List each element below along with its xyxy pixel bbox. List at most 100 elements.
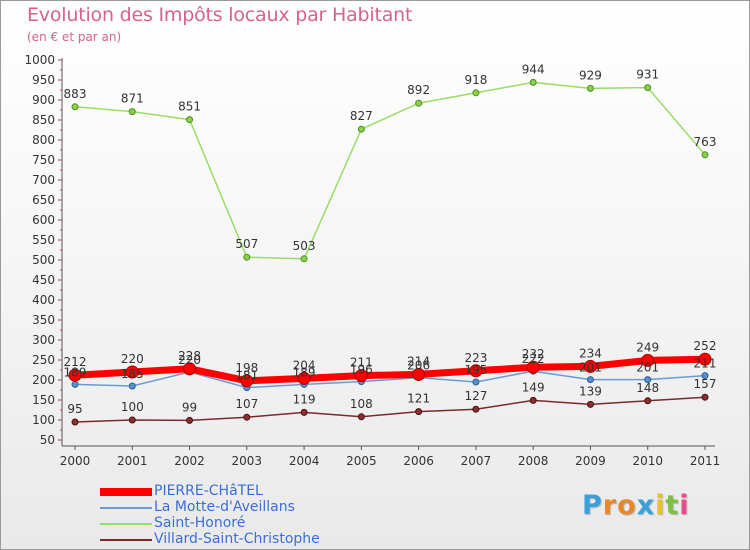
y-tick-label: 850 <box>32 113 55 127</box>
data-point <box>183 362 197 376</box>
x-tick-label: 2004 <box>289 454 320 468</box>
data-label: 108 <box>350 397 373 411</box>
data-point <box>186 416 194 424</box>
data-label: 201 <box>579 361 602 375</box>
data-label: 119 <box>293 392 316 406</box>
y-tick-label: 900 <box>32 93 55 107</box>
data-label: 918 <box>464 73 487 87</box>
data-label: 763 <box>694 135 717 149</box>
y-tick-label: 1000 <box>24 53 55 67</box>
y-tick-label: 500 <box>32 253 55 267</box>
series-line-0 <box>74 355 706 385</box>
data-point <box>701 372 709 380</box>
series-line-3 <box>74 396 706 423</box>
data-label: 212 <box>64 355 87 369</box>
data-point <box>125 365 139 379</box>
data-point <box>240 374 254 388</box>
data-label: 252 <box>694 339 717 353</box>
y-tick-label: 250 <box>32 353 55 367</box>
data-point <box>297 371 311 385</box>
data-point <box>357 413 365 421</box>
data-point <box>698 352 712 366</box>
data-label: 232 <box>522 347 545 361</box>
data-label: 220 <box>178 353 201 367</box>
data-point <box>243 413 251 421</box>
data-label: 196 <box>350 363 373 377</box>
data-label: 211 <box>694 357 717 371</box>
data-label: 234 <box>579 346 602 360</box>
series-line-1 <box>74 370 706 389</box>
y-tick-label: 100 <box>32 413 55 427</box>
logo-letter: x <box>636 490 656 521</box>
data-label: 185 <box>121 367 144 381</box>
logo-letter: r <box>602 490 618 521</box>
data-label: 223 <box>464 351 487 365</box>
x-tick-label: 2006 <box>403 454 434 468</box>
x-tick-label: 2008 <box>518 454 549 468</box>
data-point <box>644 397 652 405</box>
data-point <box>472 405 480 413</box>
legend-swatch <box>100 539 152 541</box>
data-label: 127 <box>464 389 487 403</box>
data-point <box>300 255 308 263</box>
chart-subtitle: (en € et par an) <box>27 30 122 44</box>
logo-letter: o <box>617 490 637 521</box>
data-point <box>71 418 79 426</box>
legend-swatch <box>100 523 152 525</box>
data-point <box>641 353 655 367</box>
data-point <box>529 78 537 86</box>
data-point <box>415 408 423 416</box>
data-label: 157 <box>694 377 717 391</box>
data-label: 214 <box>407 354 430 368</box>
x-tick-label: 2009 <box>575 454 606 468</box>
y-tick-label: 200 <box>32 373 55 387</box>
data-label: 100 <box>121 400 144 414</box>
proxiti-logo: Proxiti <box>582 490 690 521</box>
data-label: 99 <box>182 400 197 414</box>
data-label: 851 <box>178 100 201 114</box>
data-point <box>243 253 251 261</box>
data-point <box>128 416 136 424</box>
data-point <box>526 360 540 374</box>
data-label: 121 <box>407 392 430 406</box>
data-point <box>701 151 709 159</box>
data-label: 149 <box>522 380 545 394</box>
x-tick-label: 2010 <box>632 454 663 468</box>
x-tick-label: 2002 <box>174 454 205 468</box>
legend-label: Villard-Saint-Christophe <box>154 531 320 547</box>
logo-letter: i <box>655 490 666 521</box>
legend-swatch <box>100 507 152 509</box>
x-tick-label: 2003 <box>232 454 263 468</box>
data-point <box>412 367 426 381</box>
data-label: 95 <box>67 402 82 416</box>
series-line-2 <box>74 81 706 260</box>
y-tick-label: 300 <box>32 333 55 347</box>
x-tick-label: 2005 <box>346 454 377 468</box>
data-point <box>472 89 480 97</box>
legend-swatch <box>100 488 152 496</box>
data-point <box>644 84 652 92</box>
data-label: 211 <box>350 356 373 370</box>
y-tick-label: 600 <box>32 213 55 227</box>
data-point <box>186 116 194 124</box>
data-point <box>357 125 365 133</box>
data-label: 871 <box>121 92 144 106</box>
data-label: 944 <box>522 62 545 76</box>
data-point <box>128 382 136 390</box>
data-point <box>529 396 537 404</box>
data-label: 139 <box>579 384 602 398</box>
y-tick-label: 700 <box>32 173 55 187</box>
y-tick-label: 400 <box>32 293 55 307</box>
data-point <box>128 108 136 116</box>
data-label: 883 <box>64 87 87 101</box>
data-label: 507 <box>235 237 258 251</box>
logo-letter: i <box>679 490 690 521</box>
y-tick-label: 350 <box>32 313 55 327</box>
legend-label: Saint-Honoré <box>154 515 246 531</box>
y-tick-label: 650 <box>32 193 55 207</box>
data-point <box>68 368 82 382</box>
y-tick-label: 50 <box>40 433 55 447</box>
data-label: 198 <box>235 361 258 375</box>
data-label: 181 <box>235 369 258 383</box>
